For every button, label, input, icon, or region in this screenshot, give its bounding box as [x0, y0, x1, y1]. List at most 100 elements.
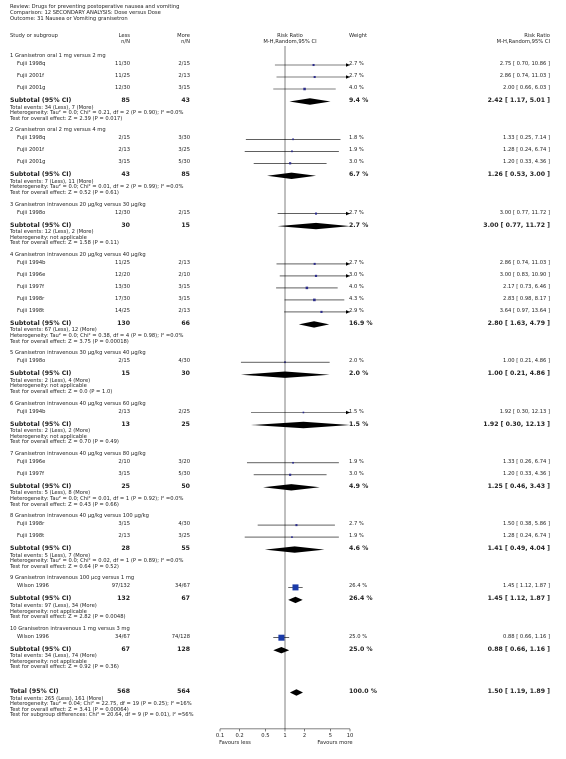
study-point-square	[302, 411, 305, 414]
study-point-square	[313, 75, 316, 79]
study-risk-ratio: 2.86 [ 0.74, 11.03 ]	[499, 259, 550, 266]
study-more-events: 2/25	[178, 408, 190, 415]
study-point-square	[291, 536, 293, 538]
subtotal-note: Heterogeneity: Tau² = 0.0; Chi² = 0.02, …	[10, 558, 184, 565]
study-less-events: 34/67	[115, 633, 130, 640]
study-weight: 4.3 %	[349, 295, 364, 302]
subtotal-less: 28	[121, 545, 130, 553]
study-name: Fujii 2001f	[17, 147, 44, 154]
subtotal-weight: 2.0 %	[349, 370, 369, 378]
study-name: Fujii 1998t	[17, 307, 45, 314]
subtotal-note: Heterogeneity: not applicable	[10, 608, 87, 615]
subtotal-risk-ratio: 2.42 [ 1.17, 5.01 ]	[487, 97, 550, 104]
total-more: 564	[177, 688, 190, 695]
study-risk-ratio: 2.86 [ 0.74, 11.03 ]	[499, 73, 550, 79]
subtotal-weight: 26.4 %	[349, 595, 373, 603]
subtotal-less: 25	[121, 482, 130, 490]
study-name: Fujii 1994b	[17, 259, 46, 266]
subtotal-risk-ratio: 1.45 [ 1.12, 1.87 ]	[487, 595, 550, 603]
total-diamond	[289, 689, 303, 696]
total-weight: 100.0 %	[349, 688, 377, 695]
subtotal-risk-ratio: 0.88 [ 0.66, 1.16 ]	[487, 645, 550, 653]
study-risk-ratio: 2.83 [ 0.98, 8.17 ]	[503, 295, 550, 302]
study-risk-ratio: 1.00 [ 0.21, 4.86 ]	[503, 358, 550, 365]
col-more-sub: n/N	[181, 39, 190, 45]
study-name: Wilson 1996	[17, 633, 49, 640]
study-ci-arrow-right	[346, 410, 350, 415]
subtotal-note: Test for overall effect: Z = 1.58 (P = 0…	[10, 240, 119, 247]
total-label: Total (95% CI)	[10, 688, 59, 695]
col-more-header: More	[177, 33, 190, 39]
subtotal-weight: 25.0 %	[349, 645, 373, 653]
study-point-square	[305, 286, 309, 290]
study-risk-ratio: 2.75 [ 0.70, 10.86 ]	[499, 61, 550, 67]
subtotal-label: Subtotal (95% CI)	[10, 482, 72, 490]
study-name: Fujii 1998r	[17, 295, 45, 302]
subtotal-less: 132	[117, 595, 130, 603]
total-note: Test for subgroup differences: Chi² = 20…	[10, 712, 194, 719]
subtotal-note: Total events: 34 (Less), 7 (More)	[10, 104, 94, 111]
study-weight: 1.9 %	[349, 458, 364, 465]
study-weight: 2.7 %	[349, 209, 364, 216]
col-rr2-sub: M-H,Random,95% CI	[496, 39, 550, 45]
study-more-events: 2/15	[178, 61, 190, 67]
study-less-events: 3/15	[118, 521, 130, 528]
subtotal-more: 128	[177, 645, 190, 653]
study-less-events: 3/15	[118, 470, 130, 477]
study-more-events: 3/20	[178, 458, 190, 465]
study-name: Fujii 1997f	[17, 283, 44, 290]
subtotal-more: 15	[181, 221, 190, 229]
subtotal-risk-ratio: 1.26 [ 0.53, 3.00 ]	[487, 171, 550, 179]
subtotal-diamond	[277, 222, 350, 230]
review-title: Review: Drugs for preventing postoperati…	[10, 4, 180, 10]
subtotal-note: Test for overall effect: Z = 2.82 (P = 0…	[10, 614, 126, 621]
subtotal-note: Test for overall effect: Z = 2.39 (P = 0…	[10, 115, 123, 122]
subtotal-more: 67	[181, 595, 190, 603]
subtotal-diamond	[263, 484, 320, 491]
study-more-events: 34/67	[175, 583, 190, 590]
study-less-events: 2/15	[118, 358, 130, 365]
subtotal-note: Heterogeneity: Tau² = 0.0; Chi² = 0.01, …	[10, 495, 184, 502]
subtotal-weight: 4.6 %	[349, 545, 369, 553]
study-weight: 3.0 %	[349, 470, 364, 477]
subtotal-label: Subtotal (95% CI)	[10, 221, 72, 229]
subtotal-less: 67	[121, 645, 130, 653]
study-weight: 25.0 %	[349, 633, 368, 640]
study-ci-arrow-right	[346, 274, 350, 278]
study-weight: 4.0 %	[349, 85, 364, 91]
study-more-events: 3/25	[178, 147, 190, 154]
subtotal-label: Subtotal (95% CI)	[10, 97, 72, 104]
study-weight: 2.7 %	[349, 521, 364, 528]
col-study-header: Study or subgroup	[10, 33, 58, 39]
study-less-events: 2/15	[118, 135, 130, 142]
subtotal-less: 15	[121, 370, 130, 378]
study-risk-ratio: 1.45 [ 1.12, 1.87 ]	[503, 583, 550, 590]
group-title: 4 Granisetron intravenous 20 µg/kg versu…	[10, 251, 146, 258]
subtotal-weight: 4.9 %	[349, 482, 369, 490]
study-more-events: 4/30	[178, 358, 190, 365]
comparison-title: Comparison: 12 SECONDARY ANALYSIS: Dose …	[10, 10, 161, 16]
x-tick-label: 0.2	[235, 732, 244, 739]
group-title: 6 Granisetron intravenous 40 µg/kg versu…	[10, 400, 146, 407]
study-point-square	[291, 150, 293, 153]
study-less-events: 2/10	[118, 458, 130, 465]
subtotal-note: Test for overall effect: Z = 0.64 (P = 0…	[10, 563, 119, 570]
study-risk-ratio: 1.28 [ 0.24, 6.74 ]	[503, 147, 550, 154]
study-more-events: 3/25	[178, 533, 190, 540]
study-less-events: 2/13	[118, 533, 130, 540]
col-less-sub: n/N	[121, 39, 130, 45]
study-risk-ratio: 3.00 [ 0.83, 10.90 ]	[499, 271, 550, 278]
col-less-header: Less	[118, 33, 130, 39]
subtotal-note: Total events: 97 (Less), 34 (More)	[10, 602, 97, 609]
subtotal-note: Test for overall effect: Z = 0.0 (P = 1.…	[10, 388, 113, 395]
study-point-square	[295, 524, 298, 527]
subtotal-risk-ratio: 2.80 [ 1.63, 4.79 ]	[487, 319, 550, 327]
study-point-square	[313, 298, 316, 302]
total-risk-ratio: 1.50 [ 1.19, 1.89 ]	[487, 688, 550, 695]
x-tick-label: 1	[283, 732, 287, 739]
subtotal-label: Subtotal (95% CI)	[10, 171, 72, 179]
subtotal-note: Total events: 2 (Less), 4 (More)	[10, 377, 91, 384]
study-weight: 2.7 %	[349, 259, 364, 266]
